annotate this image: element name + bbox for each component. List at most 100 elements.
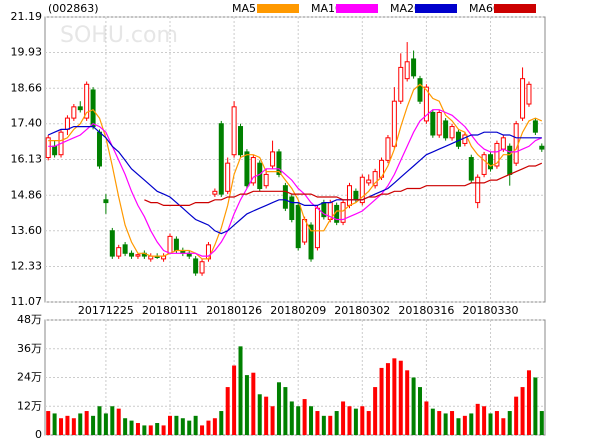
candle-body: [468, 157, 474, 181]
volume-bar: [52, 413, 57, 435]
candle-body: [270, 151, 276, 167]
volume-bar: [110, 406, 115, 435]
volume-bar: [334, 411, 339, 435]
volume-bar: [187, 420, 192, 435]
legend-label: MA5: [232, 2, 256, 15]
candle-body: [289, 196, 295, 220]
volume-bar: [225, 387, 230, 435]
y-tick-label: 13.60: [11, 224, 43, 237]
volume-bar: [251, 372, 256, 435]
watermark: SOHU.com: [60, 23, 178, 48]
candle-body: [359, 176, 365, 204]
volume-bar: [244, 375, 249, 435]
candle-body: [84, 83, 90, 119]
ma-line: [47, 126, 542, 235]
volume-bar: [296, 406, 301, 435]
candle-body: [436, 111, 442, 136]
candle-body: [52, 145, 58, 156]
volume-bar: [116, 408, 121, 435]
candle-body: [167, 235, 173, 254]
volume-bar: [289, 401, 294, 435]
volume-bar: [456, 418, 461, 435]
volume-bar: [91, 415, 96, 435]
legend-swatch: [494, 4, 536, 13]
y-tick-label: 17.40: [11, 117, 43, 130]
candle-body: [455, 131, 461, 147]
candle-body: [135, 254, 141, 257]
volume-bar: [462, 415, 467, 435]
y-tick-label: 24万: [17, 371, 42, 384]
x-tick-label: 20171225: [78, 304, 134, 317]
volume-bar: [507, 411, 512, 435]
volume-bar: [501, 418, 506, 435]
y-tick-label: 21.19: [11, 10, 43, 23]
volume-bar: [59, 418, 64, 435]
volume-bar: [437, 411, 442, 435]
volume-bar: [309, 406, 314, 435]
candle-body: [231, 106, 237, 156]
volume-bar: [539, 411, 544, 435]
volume-bar: [488, 413, 493, 435]
y-tick-label: 14.86: [11, 188, 43, 201]
candle-body: [366, 179, 372, 184]
volume-bar: [341, 401, 346, 435]
candle-body: [218, 123, 224, 195]
volume-bar: [315, 411, 320, 435]
legend-swatch: [415, 4, 457, 13]
candle-body: [404, 61, 410, 80]
volume-bar: [373, 387, 378, 435]
candle-body: [430, 111, 436, 136]
y-tick-label: 48万: [17, 313, 42, 326]
candle-body: [263, 173, 269, 187]
legend-swatch: [336, 4, 378, 13]
candle-body: [475, 176, 481, 204]
candle-body: [199, 261, 205, 274]
volume-bar: [494, 411, 499, 435]
volume-bar: [78, 413, 83, 435]
candle-body: [539, 145, 545, 150]
volume-bar: [450, 411, 455, 435]
stock-code: (002863): [48, 2, 99, 15]
volume-bar: [193, 415, 198, 435]
volume-bar: [257, 394, 262, 435]
volume-bar: [238, 346, 243, 435]
candle-body: [513, 123, 519, 164]
candle-body: [103, 199, 109, 204]
candle-body: [385, 137, 391, 161]
x-tick-label: 20180209: [270, 304, 326, 317]
candle-body: [417, 78, 423, 102]
candle-body: [507, 145, 513, 175]
volume-bar: [129, 420, 134, 435]
volume-bar: [264, 396, 269, 435]
volume-bar: [418, 387, 422, 435]
volume-bar: [482, 406, 487, 435]
volume-bar: [424, 401, 429, 435]
volume-bar: [232, 365, 237, 435]
candle-body: [314, 207, 320, 249]
legend-label: MA60: [469, 2, 500, 15]
y-tick-label: 12万: [17, 399, 42, 412]
volume-bar: [270, 406, 275, 435]
volume-bar: [353, 408, 358, 435]
volume-bar: [142, 425, 147, 435]
volume-bar: [103, 413, 108, 435]
legend-swatch: [257, 4, 299, 13]
volume-bar: [328, 415, 333, 435]
volume-bar: [180, 418, 185, 435]
candle-body: [500, 137, 506, 150]
candle-body: [346, 185, 352, 206]
candle-body: [122, 244, 128, 254]
volume-bar: [514, 396, 519, 435]
volume-bar: [161, 425, 166, 435]
volume-bar: [206, 420, 211, 435]
x-tick-label: 20180111: [142, 304, 198, 317]
candle-body: [340, 202, 346, 223]
candle-body: [96, 131, 102, 167]
candle-body: [45, 137, 51, 159]
candle-body: [372, 171, 378, 187]
volume-bar: [366, 411, 371, 435]
volume-bar: [71, 418, 76, 435]
volume-bar: [46, 411, 51, 435]
volume-bar: [533, 377, 538, 435]
candle-body: [250, 157, 256, 184]
